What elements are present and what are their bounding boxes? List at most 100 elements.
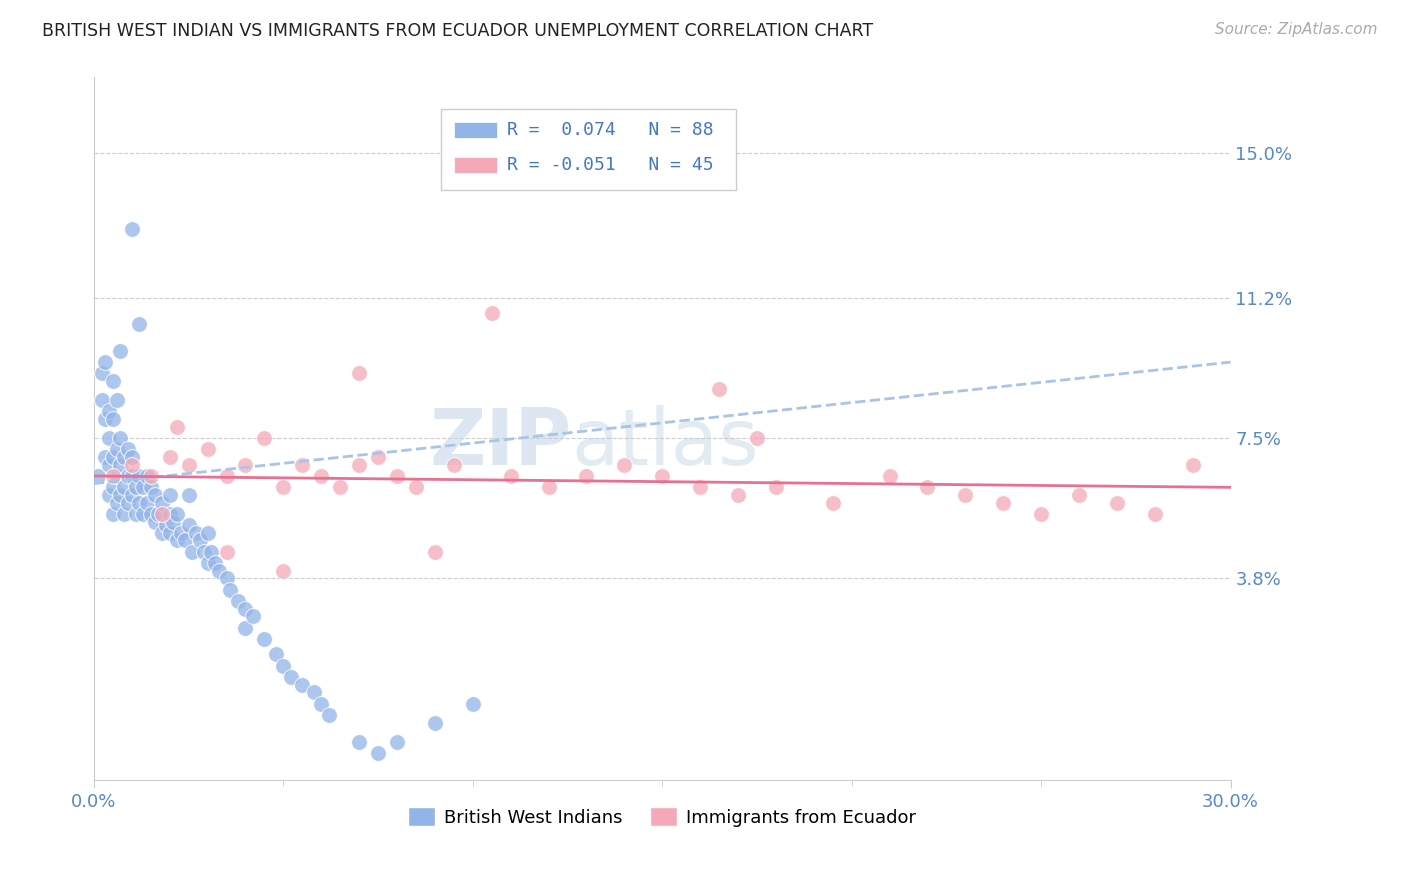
Point xyxy=(159,488,181,502)
Point xyxy=(193,545,215,559)
Point xyxy=(112,507,135,521)
FancyBboxPatch shape xyxy=(454,158,498,173)
Point xyxy=(765,480,787,494)
Legend: British West Indians, Immigrants from Ecuador: British West Indians, Immigrants from Ec… xyxy=(401,800,924,834)
Point xyxy=(215,469,238,483)
Point xyxy=(291,678,314,692)
Text: BRITISH WEST INDIAN VS IMMIGRANTS FROM ECUADOR UNEMPLOYMENT CORRELATION CHART: BRITISH WEST INDIAN VS IMMIGRANTS FROM E… xyxy=(42,22,873,40)
Text: R =  0.074   N = 88: R = 0.074 N = 88 xyxy=(506,121,713,139)
Point xyxy=(98,404,121,418)
Point xyxy=(101,480,124,494)
Point xyxy=(132,507,155,521)
Point xyxy=(235,458,257,472)
Point xyxy=(128,495,150,509)
Point xyxy=(117,442,139,457)
Point xyxy=(264,648,287,662)
Point xyxy=(197,556,219,570)
Point xyxy=(136,495,159,509)
Point xyxy=(148,507,170,521)
Point xyxy=(121,450,143,464)
Point xyxy=(291,458,314,472)
Point xyxy=(166,533,188,548)
Point xyxy=(329,480,352,494)
Point xyxy=(745,431,768,445)
Point xyxy=(367,450,389,464)
Point xyxy=(821,495,844,509)
FancyBboxPatch shape xyxy=(454,122,498,138)
Point xyxy=(423,545,446,559)
Point xyxy=(186,525,208,540)
Point xyxy=(955,488,977,502)
Point xyxy=(197,525,219,540)
Point xyxy=(197,442,219,457)
Point xyxy=(423,715,446,730)
Point xyxy=(155,518,177,533)
Point xyxy=(117,469,139,483)
Point xyxy=(689,480,711,494)
Point xyxy=(219,582,242,597)
Point xyxy=(139,480,162,494)
Point xyxy=(1143,507,1166,521)
Point xyxy=(166,507,188,521)
Point xyxy=(537,480,560,494)
Point xyxy=(309,469,332,483)
Point xyxy=(273,658,295,673)
Point xyxy=(1031,507,1053,521)
Point xyxy=(177,518,200,533)
Point xyxy=(159,450,181,464)
Point xyxy=(200,545,222,559)
Point xyxy=(101,450,124,464)
Point xyxy=(98,431,121,445)
Point xyxy=(367,746,389,760)
Point xyxy=(143,488,166,502)
Point xyxy=(481,306,503,320)
Point xyxy=(215,545,238,559)
Point xyxy=(110,488,132,502)
Text: R = -0.051   N = 45: R = -0.051 N = 45 xyxy=(506,156,713,174)
Point xyxy=(575,469,598,483)
Point xyxy=(1181,458,1204,472)
Point xyxy=(128,317,150,331)
Point xyxy=(1067,488,1090,502)
Point xyxy=(112,480,135,494)
Point xyxy=(242,609,264,624)
Point xyxy=(94,450,117,464)
Point xyxy=(139,507,162,521)
Point xyxy=(121,222,143,236)
FancyBboxPatch shape xyxy=(440,109,737,190)
Point xyxy=(101,412,124,426)
Point xyxy=(204,556,226,570)
Point xyxy=(273,480,295,494)
Point xyxy=(101,507,124,521)
Point xyxy=(94,412,117,426)
Point xyxy=(235,602,257,616)
Point xyxy=(110,431,132,445)
Text: Source: ZipAtlas.com: Source: ZipAtlas.com xyxy=(1215,22,1378,37)
Point xyxy=(121,469,143,483)
Point xyxy=(105,442,128,457)
Point xyxy=(124,480,146,494)
Point xyxy=(177,488,200,502)
Point xyxy=(499,469,522,483)
Point xyxy=(166,419,188,434)
Point xyxy=(253,632,276,647)
Point xyxy=(94,355,117,369)
Point xyxy=(1105,495,1128,509)
Point xyxy=(110,458,132,472)
Point xyxy=(235,621,257,635)
Point xyxy=(461,697,484,711)
Point xyxy=(101,374,124,388)
Point xyxy=(98,488,121,502)
Point xyxy=(302,685,325,699)
Point xyxy=(124,507,146,521)
Point xyxy=(917,480,939,494)
Point xyxy=(273,564,295,578)
Point xyxy=(90,367,112,381)
Point xyxy=(105,392,128,407)
Point xyxy=(101,469,124,483)
Point xyxy=(226,594,249,608)
Point xyxy=(177,458,200,472)
Point xyxy=(173,533,195,548)
Point xyxy=(90,392,112,407)
Point xyxy=(110,343,132,358)
